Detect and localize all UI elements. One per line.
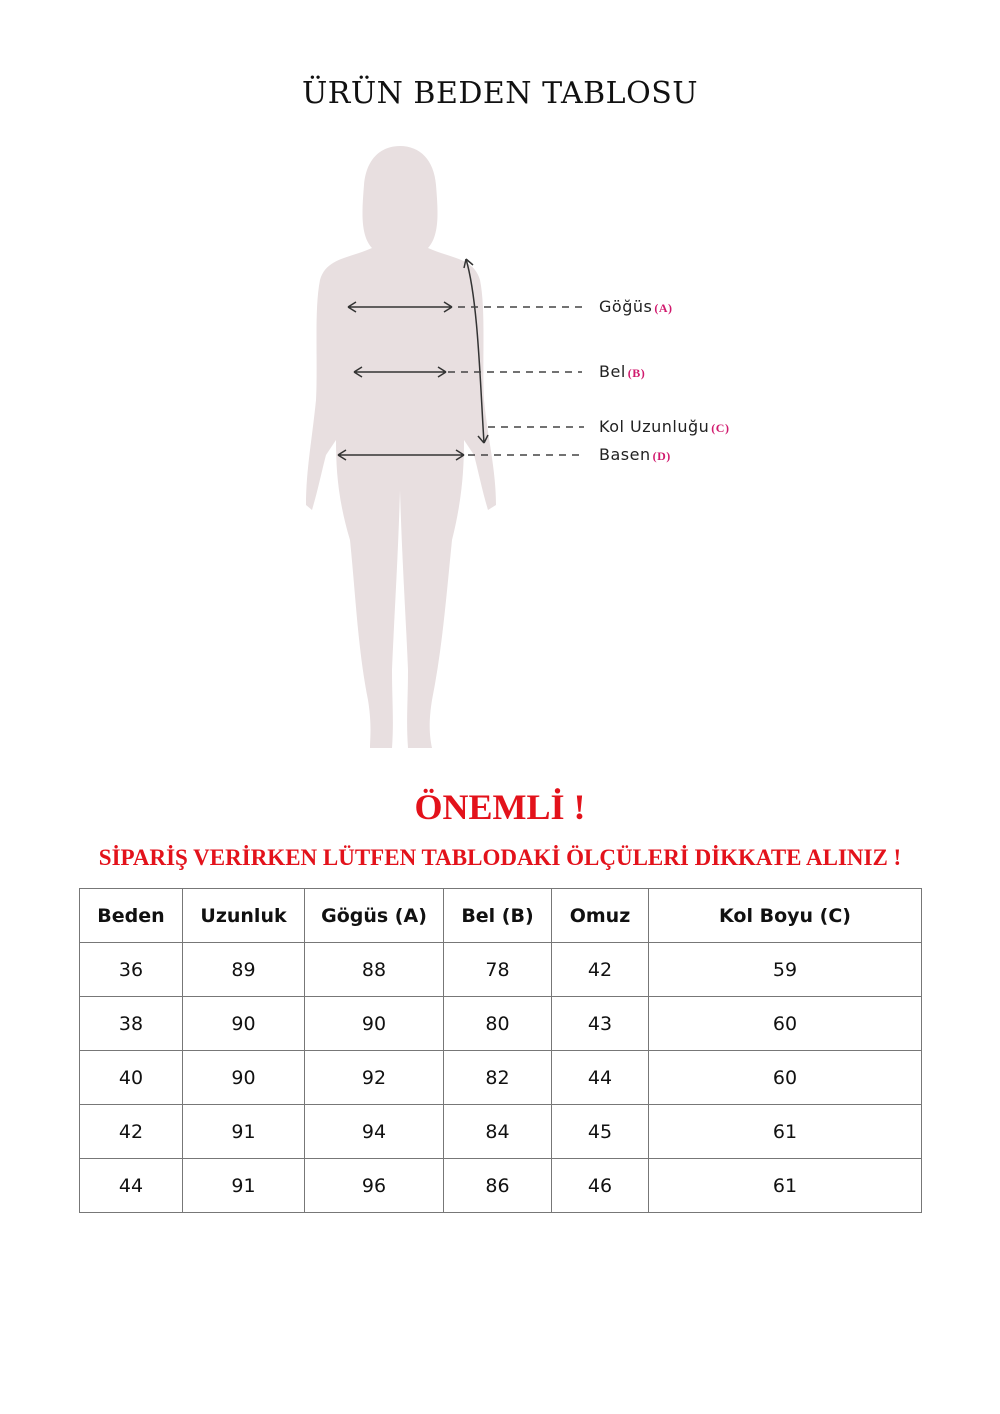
table-cell: 38 <box>79 996 183 1051</box>
table-cell: 94 <box>304 1104 444 1159</box>
column-header: Kol Boyu (C) <box>648 888 922 943</box>
body-silhouette <box>306 146 496 748</box>
important-heading: ÖNEMLİ ! <box>414 787 586 827</box>
table-cell: 36 <box>79 942 183 997</box>
table-header-row: Beden Uzunluk Gögüs (A) Bel (B) Omuz Kol Boyu… <box>79 888 922 943</box>
table-cell: 46 <box>551 1158 649 1213</box>
table-cell: 61 <box>648 1104 922 1159</box>
table-cell: 80 <box>443 996 552 1051</box>
label-code: (D) <box>652 449 671 463</box>
table-cell: 91 <box>182 1158 305 1213</box>
table-cell: 90 <box>182 996 305 1051</box>
label-text: Kol Uzunluğu <box>599 417 710 436</box>
size-table: Beden Uzunluk Gögüs (A) Bel (B) Omuz Kol Boyu… <box>79 888 922 1213</box>
table-cell: 92 <box>304 1050 444 1105</box>
table-cell: 61 <box>648 1158 922 1213</box>
table-cell: 78 <box>443 942 552 997</box>
table-cell: 44 <box>551 1050 649 1105</box>
column-header: Uzunluk <box>182 888 305 943</box>
label-code: (C) <box>711 421 730 435</box>
table-cell: 91 <box>182 1104 305 1159</box>
table-cell: 60 <box>648 996 922 1051</box>
page-title: ÜRÜN BEDEN TABLOSU <box>301 76 699 111</box>
table-cell: 84 <box>443 1104 552 1159</box>
table-row: 44 91 96 86 46 61 <box>79 1158 922 1213</box>
warning-message: SİPARİŞ VERİRKEN LÜTFEN TABLODAKİ ÖLÇÜLE… <box>98 845 902 870</box>
table-cell: 40 <box>79 1050 183 1105</box>
column-header: Omuz <box>551 888 649 943</box>
table-cell: 90 <box>304 996 444 1051</box>
table-cell: 86 <box>443 1158 552 1213</box>
table-cell: 45 <box>551 1104 649 1159</box>
table-cell: 44 <box>79 1158 183 1213</box>
label-code: (A) <box>654 301 673 315</box>
label-code: (B) <box>627 366 646 380</box>
measure-label-sleeve: Kol Uzunluğu (C) <box>599 417 729 436</box>
table-row: 40 90 92 82 44 60 <box>79 1050 922 1105</box>
table-cell: 42 <box>551 942 649 997</box>
table-cell: 82 <box>443 1050 552 1105</box>
measure-label-hip: Basen (D) <box>599 445 671 464</box>
label-text: Göğüs <box>599 297 653 316</box>
table-row: 42 91 94 84 45 61 <box>79 1104 922 1159</box>
table-cell: 59 <box>648 942 922 997</box>
table-cell: 60 <box>648 1050 922 1105</box>
column-header: Beden <box>79 888 183 943</box>
table-cell: 89 <box>182 942 305 997</box>
column-header: Gögüs (A) <box>304 888 444 943</box>
table-cell: 96 <box>304 1158 444 1213</box>
label-text: Bel <box>599 362 626 381</box>
table-row: 36 89 88 78 42 59 <box>79 942 922 997</box>
table-cell: 88 <box>304 942 444 997</box>
table-cell: 42 <box>79 1104 183 1159</box>
table-cell: 90 <box>182 1050 305 1105</box>
measure-label-chest: Göğüs (A) <box>599 297 673 316</box>
table-cell: 43 <box>551 996 649 1051</box>
table-row: 38 90 90 80 43 60 <box>79 996 922 1051</box>
measure-label-waist: Bel (B) <box>599 362 645 381</box>
column-header: Bel (B) <box>443 888 552 943</box>
label-text: Basen <box>599 445 651 464</box>
body-silhouette-figure <box>306 146 584 748</box>
